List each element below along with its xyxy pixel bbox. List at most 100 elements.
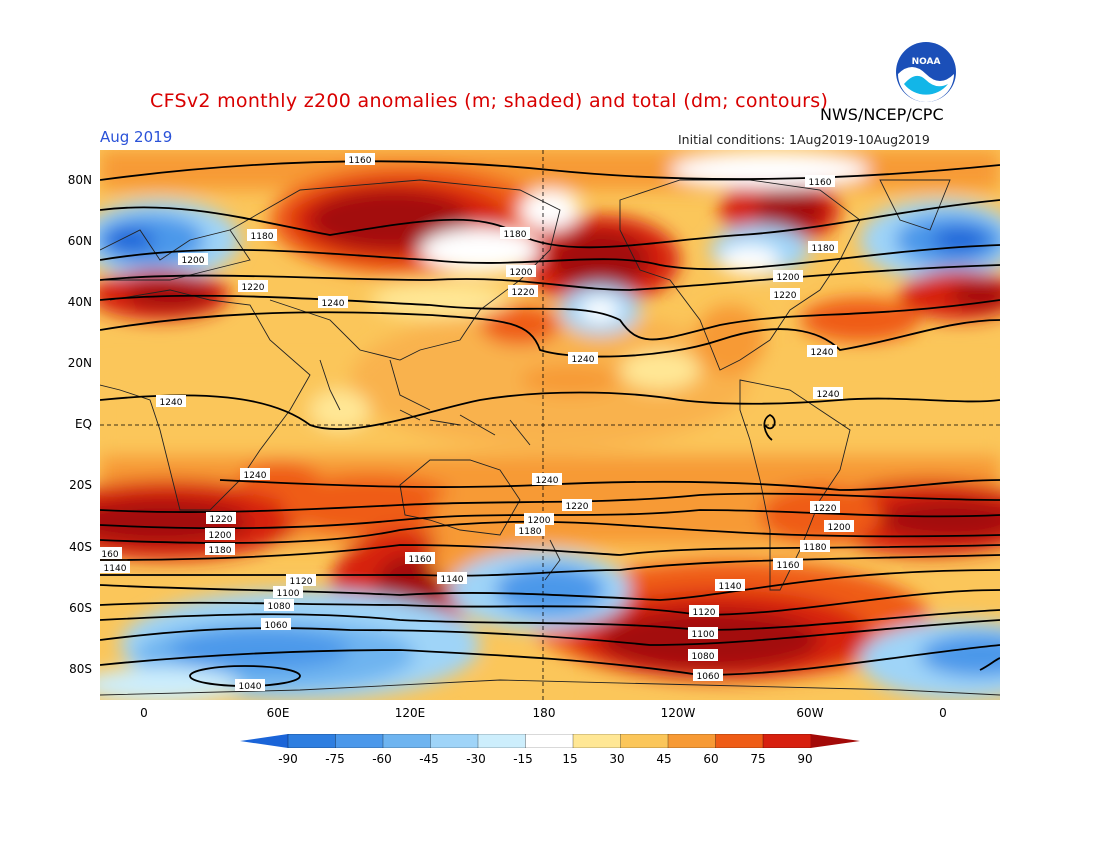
contour-label: 1160: [773, 558, 803, 571]
contour-label: 1180: [247, 229, 277, 242]
lon-label: 120E: [394, 706, 426, 720]
contour-label: 1080: [688, 649, 718, 662]
colorbar-label: -90: [278, 752, 298, 766]
lon-label: 60W: [796, 706, 824, 720]
svg-text:1060: 1060: [697, 672, 720, 682]
colorbar-label: 15: [562, 752, 578, 766]
contour-label: 1240: [532, 473, 562, 486]
colorbar-segment: [715, 734, 764, 748]
lon-label: 0: [939, 706, 947, 720]
svg-text:1160: 1160: [349, 156, 372, 166]
contour-label: 1240: [813, 387, 843, 400]
colorbar-label: 30: [609, 752, 625, 766]
lon-label: 180: [532, 706, 556, 720]
svg-text:1160: 1160: [409, 555, 432, 565]
contour-label: 1220: [206, 512, 236, 525]
lat-label: 20N: [67, 356, 92, 370]
svg-text:1180: 1180: [812, 244, 835, 254]
svg-text:160: 160: [101, 550, 118, 560]
svg-text:1120: 1120: [693, 608, 716, 618]
initial-conditions-label: Initial conditions: 1Aug2019-10Aug2019: [678, 132, 930, 147]
contour-label: 1240: [568, 352, 598, 365]
colorbar-segment: [477, 734, 527, 748]
svg-text:1100: 1100: [692, 630, 715, 640]
svg-text:1220: 1220: [814, 504, 837, 514]
lon-label: 60E: [266, 706, 290, 720]
lat-label: EQ: [74, 417, 92, 431]
svg-text:1180: 1180: [209, 546, 232, 556]
contour-label: 1100: [688, 627, 718, 640]
svg-text:1080: 1080: [268, 602, 291, 612]
coastlines: [100, 179, 1000, 696]
colorbar-label: -45: [419, 752, 439, 766]
svg-text:1060: 1060: [265, 621, 288, 631]
svg-text:1220: 1220: [210, 515, 233, 525]
svg-text:1180: 1180: [251, 232, 274, 242]
svg-text:1180: 1180: [804, 543, 827, 553]
svg-text:1200: 1200: [828, 523, 851, 533]
colorbar-segment: [572, 734, 622, 748]
contour-label: 1220: [770, 288, 800, 301]
contour-label: 1180: [500, 227, 530, 240]
contour-label: 1220: [238, 280, 268, 293]
contour-label: 1200: [524, 513, 554, 526]
lat-label: 40S: [69, 540, 92, 554]
contour-label: 1180: [205, 543, 235, 556]
colorbar-label: 90: [797, 752, 813, 766]
svg-text:1240: 1240: [244, 471, 267, 481]
colorbar-segment: [335, 734, 384, 748]
agency-label: NWS/NCEP/CPC: [820, 105, 944, 124]
contour-label: 1220: [562, 499, 592, 512]
contour-label: 1200: [773, 270, 803, 283]
colorbar-segment: [430, 734, 479, 748]
contour-label: 1040: [235, 679, 265, 692]
svg-text:1200: 1200: [510, 268, 533, 278]
contour-label: 1200: [205, 528, 235, 541]
contour-label: 160: [100, 547, 122, 560]
svg-text:1160: 1160: [777, 561, 800, 571]
contour-label: 1080: [264, 599, 294, 612]
lat-label: 40N: [67, 295, 92, 309]
lon-label: 120W: [660, 706, 696, 720]
colorbar-label: -30: [466, 752, 486, 766]
svg-text:1160: 1160: [809, 178, 832, 188]
contour-label: 1060: [693, 669, 723, 682]
colorbar-segment: [287, 734, 337, 748]
lat-label: 60N: [67, 234, 92, 248]
contour-label: 1220: [508, 285, 538, 298]
contour-label: 1060: [261, 618, 291, 631]
contour-label: 1120: [286, 574, 316, 587]
svg-text:NOAA: NOAA: [912, 57, 941, 67]
colorbar-segment: [810, 734, 860, 748]
colorbar-segment: [620, 734, 669, 748]
colorbar-label: 45: [656, 752, 672, 766]
colorbar-label: -60: [372, 752, 392, 766]
contour-label: 1160: [405, 552, 435, 565]
colorbar-segment: [525, 734, 574, 748]
colorbar: [240, 734, 860, 748]
svg-text:1180: 1180: [519, 527, 542, 537]
contour-label: 1100: [273, 586, 303, 599]
contour-label: 1140: [100, 561, 130, 574]
noaa-logo: NOAA: [896, 42, 956, 102]
svg-text:1100: 1100: [277, 589, 300, 599]
svg-text:1140: 1140: [441, 575, 464, 585]
svg-text:1180: 1180: [504, 230, 527, 240]
contour-label: 1120: [689, 605, 719, 618]
month-label: Aug 2019: [100, 128, 173, 146]
colorbar-label: -15: [513, 752, 533, 766]
svg-text:1200: 1200: [777, 273, 800, 283]
svg-text:1240: 1240: [322, 299, 345, 309]
svg-text:1040: 1040: [239, 682, 262, 692]
contour-label: 1160: [805, 175, 835, 188]
colorbar-segment: [382, 734, 432, 748]
lon-label: 0: [140, 706, 148, 720]
contour-label: 1180: [800, 540, 830, 553]
svg-text:1220: 1220: [512, 288, 535, 298]
contour-label: 1160: [345, 153, 375, 166]
map-title: CFSv2 monthly z200 anomalies (m; shaded)…: [150, 90, 829, 112]
svg-text:1140: 1140: [104, 564, 127, 574]
colorbar-segment: [762, 734, 812, 748]
contour-label: 1240: [318, 296, 348, 309]
